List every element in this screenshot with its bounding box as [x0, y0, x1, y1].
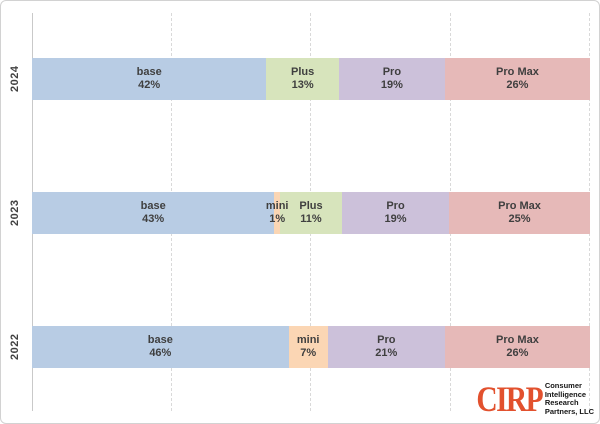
segment-label: base 46% — [147, 334, 173, 359]
segment-label: base 43% — [140, 200, 166, 225]
segment-label: Pro Max 26% — [496, 334, 539, 359]
plot-area: 2024 base 42% Plus 13% Pro 19% Pro Max 26% 2023 ba… — [9, 13, 590, 411]
stacked-bar-2023: base 43% mini 1% Plus 11% Pro 19% Pro Max 25% — [32, 192, 590, 234]
bar-row-2022: 2022 base 46% mini 7% Pro 21% Pro Max 26% — [9, 326, 590, 368]
segment-label: Pro 21% — [375, 334, 398, 359]
cirp-logo-text-line: Consumer — [544, 381, 582, 390]
bar-segment-pro: Pro 19% — [341, 192, 450, 234]
bar-segment-pro: Pro 19% — [338, 58, 445, 100]
segment-label: Pro 19% — [384, 200, 407, 225]
bar-segment-base: base 46% — [32, 326, 289, 368]
bar-segment-base: base 42% — [32, 58, 267, 100]
segment-label: mini 1% — [265, 200, 289, 225]
bar-segment-base: base 43% — [32, 192, 275, 234]
bar-segment-pro-max: Pro Max 25% — [449, 192, 590, 234]
bar-segment-mini: mini 7% — [288, 326, 328, 368]
segment-label: Pro Max 26% — [496, 66, 539, 91]
bar-segment-mini: mini 1% — [266, 192, 288, 234]
bar-segment-pro-max: Pro Max 26% — [444, 58, 590, 100]
cirp-logo-text-line: Research — [544, 398, 579, 407]
bar-row-2023: 2023 base 43% mini 1% Plus 11% Pro 19% Pro Max 25% — [9, 192, 590, 234]
segment-label: mini 7% — [296, 334, 320, 359]
segment-label: Plus 13% — [291, 66, 315, 91]
segment-label: Pro 19% — [380, 66, 403, 91]
cirp-logo-text-line: Partners, LLC — [544, 406, 594, 416]
segment-label: Plus 11% — [299, 200, 323, 225]
bar-segment-plus: Plus 13% — [266, 58, 339, 100]
bar-row-2024: 2024 base 42% Plus 13% Pro 19% Pro Max 26% — [9, 58, 590, 100]
stacked-bar-2024: base 42% Plus 13% Pro 19% Pro Max 26% — [32, 58, 590, 100]
bar-segment-pro-max: Pro Max 26% — [444, 326, 590, 368]
year-label-2024: 2024 — [9, 65, 21, 93]
cirp-logo-wordmark: CIRP — [476, 379, 543, 419]
year-label-2023: 2023 — [9, 199, 21, 227]
year-label-2022: 2022 — [9, 333, 21, 361]
segment-label: base 42% — [136, 66, 162, 91]
cirp-logo: CIRP Consumer Intelligence Research Part… — [462, 379, 594, 419]
cirp-logo-text-line: Intelligence — [544, 389, 587, 399]
bar-segment-plus: Plus 11% — [279, 192, 342, 234]
bar-segment-pro: Pro 21% — [327, 326, 445, 368]
cirp-logo-text: Consumer Intelligence Research Partners,… — [544, 381, 594, 416]
stacked-bar-2022: base 46% mini 7% Pro 21% Pro Max 26% — [32, 326, 590, 368]
segment-label: Pro Max 25% — [498, 200, 541, 225]
